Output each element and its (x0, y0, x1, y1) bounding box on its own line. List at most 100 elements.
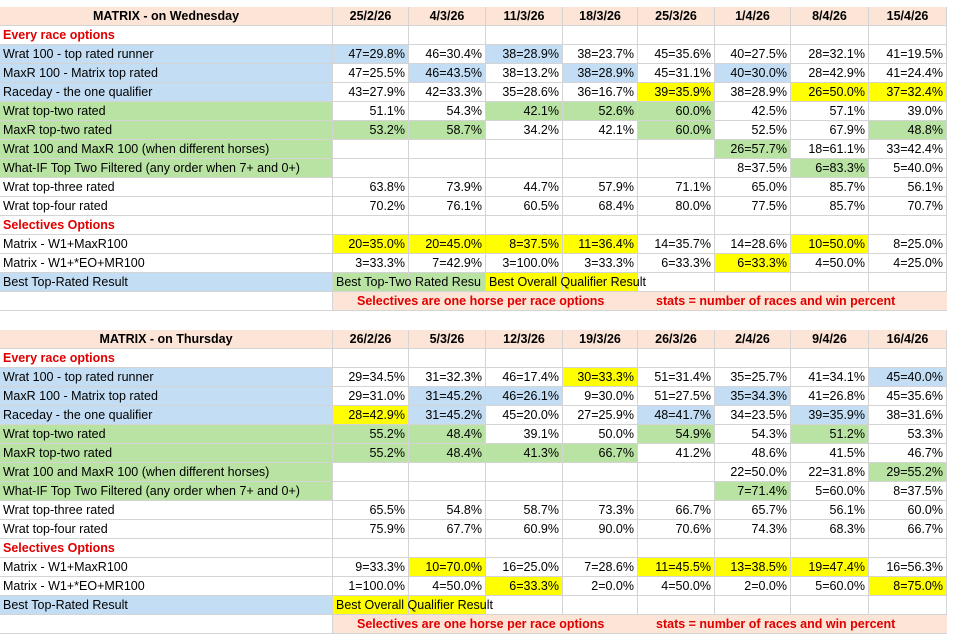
row-label: MaxR top-two rated (0, 444, 333, 463)
value-cell (333, 463, 409, 482)
empty-cell (791, 26, 869, 45)
value-cell: 4=50.0% (638, 577, 715, 596)
date-header: 1/4/26 (715, 7, 791, 26)
value-cell: 38=23.7% (563, 45, 638, 64)
value-cell: 77.5% (715, 197, 791, 216)
value-cell: 3=33.3% (563, 254, 638, 273)
empty-cell (869, 26, 947, 45)
cell-text: 56.1% (829, 503, 865, 517)
cell-text: 58.7% (523, 503, 559, 517)
empty-cell (486, 216, 563, 235)
cell-text: 11/3/26 (503, 9, 545, 23)
sheet-title: MATRIX - on Thursday (0, 330, 333, 349)
value-cell: 71.1% (638, 178, 715, 197)
date-header: 25/2/26 (333, 7, 409, 26)
cell-text: Selectives Options (3, 218, 115, 232)
cell-text: Wrat 100 and MaxR 100 (when different ho… (3, 142, 270, 156)
value-cell: 41=26.8% (791, 387, 869, 406)
value-cell: 80.0% (638, 197, 715, 216)
cell-text: 39=35.9% (808, 408, 865, 422)
value-cell: 65.5% (333, 501, 409, 520)
value-cell (486, 159, 563, 178)
cell-text: 42=33.3% (425, 85, 482, 99)
value-cell: 66.7% (563, 444, 638, 463)
cell-text: 63.8% (369, 180, 405, 194)
cell-text: 18/3/26 (579, 9, 621, 23)
cell-text: 45=20.0% (502, 408, 559, 422)
cell-text: 10=70.0% (425, 560, 482, 574)
value-cell: 4=25.0% (869, 254, 947, 273)
row-label: Wrat top-two rated (0, 102, 333, 121)
empty-cell (869, 349, 947, 368)
cell-text: 90.0% (598, 522, 634, 536)
cell-text: 8=37.5% (893, 484, 943, 498)
value-cell: 67.9% (791, 121, 869, 140)
value-cell: 60.9% (486, 520, 563, 539)
value-cell: 50.0% (563, 425, 638, 444)
value-cell: 51.1% (333, 102, 409, 121)
cell-text: 28=32.1% (808, 47, 865, 61)
cell-text: 39.0% (907, 104, 943, 118)
value-cell: 38=28.9% (563, 64, 638, 83)
cell-text: 73.3% (598, 503, 634, 517)
value-cell (409, 482, 486, 501)
value-cell: 56.1% (869, 178, 947, 197)
empty-cell (563, 539, 638, 558)
value-cell: 70.6% (638, 520, 715, 539)
value-cell: 54.3% (409, 102, 486, 121)
value-cell (333, 159, 409, 178)
cell-text: 1/4/26 (735, 9, 770, 23)
value-cell: 47=29.8% (333, 45, 409, 64)
value-cell (563, 140, 638, 159)
cell-text: 68.3% (829, 522, 865, 536)
row-label: Wrat 100 and MaxR 100 (when different ho… (0, 463, 333, 482)
cell-text: 38=28.9% (502, 47, 559, 61)
empty-cell (0, 615, 333, 634)
cell-text: 1=100.0% (348, 579, 405, 593)
cell-text: 19/3/26 (579, 332, 621, 346)
cell-text: 54.9% (675, 427, 711, 441)
cell-text: 60.9% (523, 522, 559, 536)
cell-text: 38=28.9% (730, 85, 787, 99)
value-cell (486, 140, 563, 159)
value-cell: 26=50.0% (791, 83, 869, 102)
cell-text: 48.4% (446, 427, 482, 441)
cell-text: 67.7% (446, 522, 482, 536)
cell-text: Matrix - W1+MaxR100 (3, 560, 128, 574)
value-cell: 75.9% (333, 520, 409, 539)
value-cell: 85.7% (791, 178, 869, 197)
cell-text: What-IF Top Two Filtered (any order when… (3, 484, 300, 498)
cell-text: 26/2/26 (349, 332, 392, 346)
cell-text: 26=50.0% (808, 85, 865, 99)
cell-text: 25/2/26 (349, 9, 392, 23)
empty-cell (638, 539, 715, 558)
cell-text: MATRIX - on Wednesday (92, 9, 240, 23)
cell-text: Wrat 100 and MaxR 100 (when different ho… (3, 465, 270, 479)
cell-text: 85.7% (829, 180, 865, 194)
value-cell: 22=31.8% (791, 463, 869, 482)
cell-text: 38=31.6% (886, 408, 943, 422)
cell-text: 56.1% (907, 180, 943, 194)
cell-text: 4=25.0% (893, 256, 943, 270)
value-cell: 68.3% (791, 520, 869, 539)
empty-cell (409, 216, 486, 235)
value-cell: 27=25.9% (563, 406, 638, 425)
cell-text: 51=31.4% (654, 370, 711, 384)
value-cell: 73.9% (409, 178, 486, 197)
value-cell: 85.7% (791, 197, 869, 216)
value-cell: 29=55.2% (869, 463, 947, 482)
value-cell: 6=33.3% (486, 577, 563, 596)
value-cell: 8=37.5% (869, 482, 947, 501)
cell-text: 34.2% (523, 123, 559, 137)
value-cell: 39=35.9% (638, 83, 715, 102)
cell-text: 70.6% (675, 522, 711, 536)
cell-text: 20=45.0% (425, 237, 482, 251)
value-cell: 5=40.0% (869, 159, 947, 178)
value-cell: 66.7% (869, 520, 947, 539)
empty-cell (791, 539, 869, 558)
value-cell: 14=35.7% (638, 235, 715, 254)
cell-text: 38=13.2% (502, 66, 559, 80)
value-cell: 6=33.3% (638, 254, 715, 273)
empty-cell (0, 292, 333, 311)
